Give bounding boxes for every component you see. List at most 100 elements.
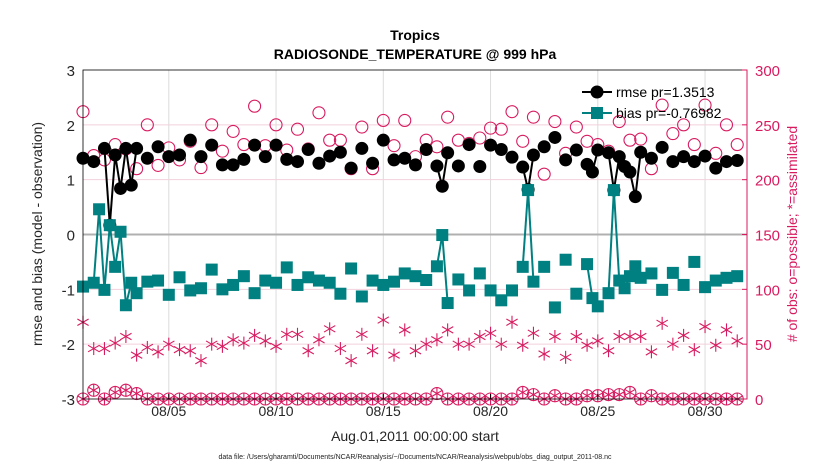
bias-point [548,301,561,314]
bias-point [591,300,604,313]
obs-open-circle-point [205,118,219,132]
obs-open-circle-point [430,140,444,154]
rmse-point [537,140,551,154]
legend-rmse-marker [590,85,604,99]
bias-point [109,260,122,273]
bias-line-segment [612,190,621,281]
obs-asterisk-point [720,323,733,337]
bias-line-segment [98,209,106,290]
obs-open-circle-point [140,118,154,132]
obs-asterisk-point [634,329,647,343]
rmse-point [419,143,433,157]
obs-open-circle-point [398,113,412,127]
rmse-point [698,149,712,163]
y-tick-label-right: 150 [755,228,780,245]
rmse-point [730,153,744,167]
obs-asterisk-point [624,329,636,343]
bias-line-segment [119,231,127,306]
obs-asterisk-point [377,313,390,327]
rmse-point [494,143,508,157]
obs-asterisk-point [173,343,186,357]
y-tick-label-right: 0 [755,392,763,409]
obs-asterisk-point [463,337,476,351]
obs-open-circle-point [634,132,648,146]
rmse-line-segment [119,148,127,189]
obs-asterisk-point [709,338,722,352]
obs-open-circle-point [151,158,165,172]
legend: rmse pr=1.3513 bias pr=-0.76982 [582,84,722,121]
bias-point [114,225,127,238]
obs-open-circle-point [623,133,637,147]
obs-asterisk-point [484,326,497,340]
obs-asterisk-point [130,348,143,362]
bias-point [581,258,594,271]
obs-asterisk-point [141,340,154,354]
rmse-point [548,130,562,144]
rmse-point [248,138,262,152]
bias-point [323,276,336,289]
data-marks [76,98,744,406]
obs-asterisk-point [388,348,400,362]
bias-point [430,260,443,273]
obs-open-circle-point [269,118,283,132]
bias-point [388,275,401,288]
obs-open-circle-point [248,99,262,113]
obs-asterisk-point [559,350,572,364]
obs-asterisk-point [162,337,175,351]
obs-open-circle-point [569,120,583,134]
x-tick-label: 08/20 [473,403,508,419]
obs-open-circle-point [226,124,240,138]
obs-asterisk-point [666,337,679,351]
obs-asterisk-point [527,326,540,340]
bias-point [377,278,390,291]
obs-asterisk-point [441,323,454,337]
bias-point [506,284,518,297]
obs-asterisk-point [184,344,197,358]
bias-point [452,273,465,286]
rmse-point [644,151,658,165]
legend-rmse-label: rmse pr=1.3513 [616,84,715,100]
bias-point [345,262,358,275]
x-tick-label: 08/10 [259,403,294,419]
bias-point [607,184,620,197]
bias-point [559,253,572,266]
obs-asterisk-point [323,322,336,336]
data-file-footnote: data file: /Users/gharamti/Documents/NCA… [218,454,612,461]
rmse-point [398,151,412,165]
obs-asterisk-point [570,329,583,343]
bias-point [173,271,186,284]
y-tick-label-left: 2 [67,118,75,135]
obs-asterisk-point [398,323,411,337]
rmse-point [462,138,476,152]
grid [83,70,747,399]
obs-circle-asterisk-point [87,383,101,397]
rmse-point [505,150,519,164]
obs-open-circle-point [537,167,551,181]
obs-asterisk-point [431,333,443,347]
y-tick-label-right: 300 [755,63,780,80]
obs-asterisk-point [677,328,690,342]
obs-open-circle-point [130,162,144,176]
rmse-point [408,158,422,172]
obs-asterisk-point [591,334,604,348]
bias-line-segment [521,190,530,267]
obs-asterisk-point [270,339,282,353]
rmse-point [301,143,315,157]
obs-asterisk-point [280,327,293,341]
bias-point [119,299,132,312]
bias-point [538,260,551,273]
bias-point [473,267,486,280]
bias-point [194,282,207,295]
rmse-point [559,153,573,167]
bias-point [280,261,293,274]
rmse-point [677,150,691,164]
bias-point [463,284,476,297]
obs-open-circle-point [323,133,337,147]
rmse-point [441,146,455,160]
obs-open-circle-point [258,139,272,153]
rmse-point [655,140,669,154]
bias-point [484,284,497,297]
bias-point [152,274,165,287]
rmse-point [612,150,626,164]
obs-asterisk-point [506,315,518,329]
